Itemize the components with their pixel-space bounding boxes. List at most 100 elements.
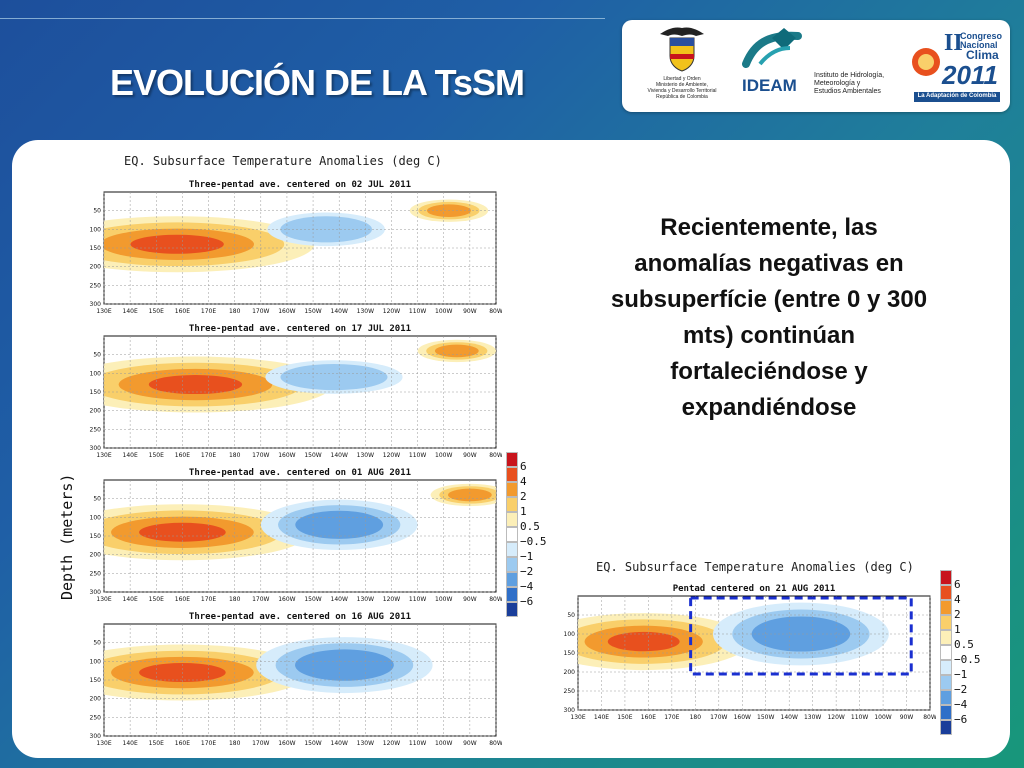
- congress-tagline: La Adaptación de Colombia: [917, 93, 997, 99]
- legend-swatch: [940, 600, 952, 615]
- chart-02-jul: Three-pentad ave. centered on 02 JUL 201…: [82, 176, 502, 316]
- legend-swatch: [940, 705, 952, 720]
- legend-swatch: [940, 585, 952, 600]
- x-tick-label: 180: [690, 714, 702, 721]
- x-tick-label: 140W: [331, 452, 348, 459]
- legend-swatch: [940, 570, 952, 585]
- x-tick-label: 150W: [304, 308, 321, 315]
- panel-title: Three-pentad ave. centered on 17 JUL 201…: [189, 324, 411, 334]
- legend-swatch: [506, 572, 518, 587]
- y-tick-label: 250: [90, 426, 102, 433]
- x-tick-label: 140E: [123, 740, 138, 747]
- legend-label: 1: [520, 505, 527, 518]
- legend-swatch: [506, 557, 518, 572]
- panel-title: Three-pentad ave. centered on 02 JUL 201…: [189, 180, 411, 190]
- x-tick-label: 170W: [252, 596, 269, 603]
- y-tick-label: 150: [564, 650, 576, 657]
- x-tick-label: 110W: [851, 714, 868, 721]
- y-tick-label: 100: [90, 658, 102, 665]
- y-tick-label: 100: [90, 370, 102, 377]
- legend-label: −2: [520, 565, 534, 578]
- x-tick-label: 160W: [278, 308, 295, 315]
- congress-year: 2011: [942, 60, 998, 90]
- legend-label: 0.5: [954, 638, 974, 651]
- x-tick-label: 100W: [435, 308, 452, 315]
- y-tick-label: 200: [90, 264, 102, 271]
- x-tick-label: 150E: [149, 452, 164, 459]
- x-tick-label: 110W: [409, 308, 426, 315]
- legend-label: −0.5: [954, 653, 981, 666]
- x-tick-label: 140W: [331, 740, 348, 747]
- legend-label: 6: [954, 578, 961, 591]
- legend-swatch: [940, 720, 952, 735]
- x-tick-label: 140E: [123, 452, 138, 459]
- y-tick-label: 300: [564, 707, 576, 714]
- y-tick-label: 250: [90, 714, 102, 721]
- ministry-text: Libertad y Orden Ministerio de Ambiente,…: [647, 76, 717, 100]
- chart-17-jul: Three-pentad ave. centered on 17 JUL 201…: [82, 320, 502, 460]
- y-tick-label: 300: [90, 589, 102, 596]
- congress-line1: Congreso: [960, 31, 1003, 41]
- x-tick-label: 160E: [641, 714, 656, 721]
- legend-swatch: [940, 675, 952, 690]
- legend-label: −2: [954, 683, 968, 696]
- legend-swatch: [506, 602, 518, 617]
- y-tick-label: 150: [90, 245, 102, 252]
- heatmap-svg: Three-pentad ave. centered on 17 JUL 201…: [90, 324, 502, 459]
- logos-strip: Libertad y Orden Ministerio de Ambiente,…: [622, 20, 1010, 112]
- heatmap-svg: Three-pentad ave. centered on 01 AUG 201…: [90, 468, 502, 603]
- x-tick-label: 150E: [149, 308, 164, 315]
- legend-label: −4: [954, 698, 968, 711]
- x-tick-label: 170E: [201, 596, 216, 603]
- x-tick-label: 120W: [827, 714, 844, 721]
- x-tick-label: 90W: [463, 452, 477, 459]
- x-tick-label: 120W: [383, 308, 400, 315]
- legend-swatch: [506, 452, 518, 467]
- x-tick-label: 160E: [175, 740, 190, 747]
- congress-emblem-icon: [912, 48, 1000, 102]
- congreso-clima-logo: II Congreso Nacional Clima 2011 La Adapt…: [908, 26, 1004, 106]
- anomaly-contour: [130, 234, 224, 254]
- x-tick-label: 160E: [175, 452, 190, 459]
- panel-title: Pentad centered on 21 AUG 2011: [673, 584, 836, 594]
- congress-line3: Clima: [966, 48, 999, 62]
- x-tick-label: 80W: [489, 596, 502, 603]
- x-tick-label: 170W: [252, 308, 269, 315]
- anomaly-contour: [607, 631, 680, 652]
- x-tick-label: 180: [229, 740, 241, 747]
- y-tick-label: 150: [90, 389, 102, 396]
- x-tick-label: 140E: [123, 308, 138, 315]
- y-tick-label: 50: [93, 208, 101, 215]
- y-tick-label: 300: [90, 445, 102, 452]
- legend-label: 1: [954, 623, 961, 636]
- panel-title: Three-pentad ave. centered on 01 AUG 201…: [189, 468, 411, 478]
- legend-label: −0.5: [520, 535, 547, 548]
- header-divider: [0, 18, 605, 19]
- y-tick-label: 200: [90, 696, 102, 703]
- ideam-name: IDEAM: [742, 76, 797, 95]
- x-tick-label: 80W: [489, 452, 502, 459]
- x-tick-label: 150W: [304, 596, 321, 603]
- chart-16-aug: Three-pentad ave. centered on 16 AUG 201…: [82, 608, 502, 748]
- legend-label: −6: [954, 713, 968, 726]
- heatmap-svg: Pentad centered on 21 AUG 2011 130E 140E 15…: [564, 584, 936, 721]
- x-tick-label: 100W: [435, 452, 452, 459]
- x-tick-label: 140E: [594, 714, 609, 721]
- left-figure-title: EQ. Subsurface Temperature Anomalies (de…: [124, 154, 442, 168]
- x-tick-label: 110W: [409, 452, 426, 459]
- x-tick-label: 160W: [734, 714, 751, 721]
- x-tick-label: 140E: [123, 596, 138, 603]
- x-tick-label: 130W: [357, 596, 374, 603]
- y-tick-label: 100: [90, 226, 102, 233]
- anomaly-contour: [148, 375, 243, 395]
- y-tick-label: 50: [93, 640, 101, 647]
- y-tick-label: 100: [90, 514, 102, 521]
- right-figure-title: EQ. Subsurface Temperature Anomalies (de…: [596, 560, 914, 574]
- y-tick-label: 50: [93, 352, 101, 359]
- y-tick-label: 150: [90, 533, 102, 540]
- y-tick-label: 200: [564, 669, 576, 676]
- y-tick-label: 250: [564, 688, 576, 695]
- y-tick-label: 200: [90, 552, 102, 559]
- x-tick-label: 130E: [96, 740, 111, 747]
- anomaly-contour: [447, 488, 492, 502]
